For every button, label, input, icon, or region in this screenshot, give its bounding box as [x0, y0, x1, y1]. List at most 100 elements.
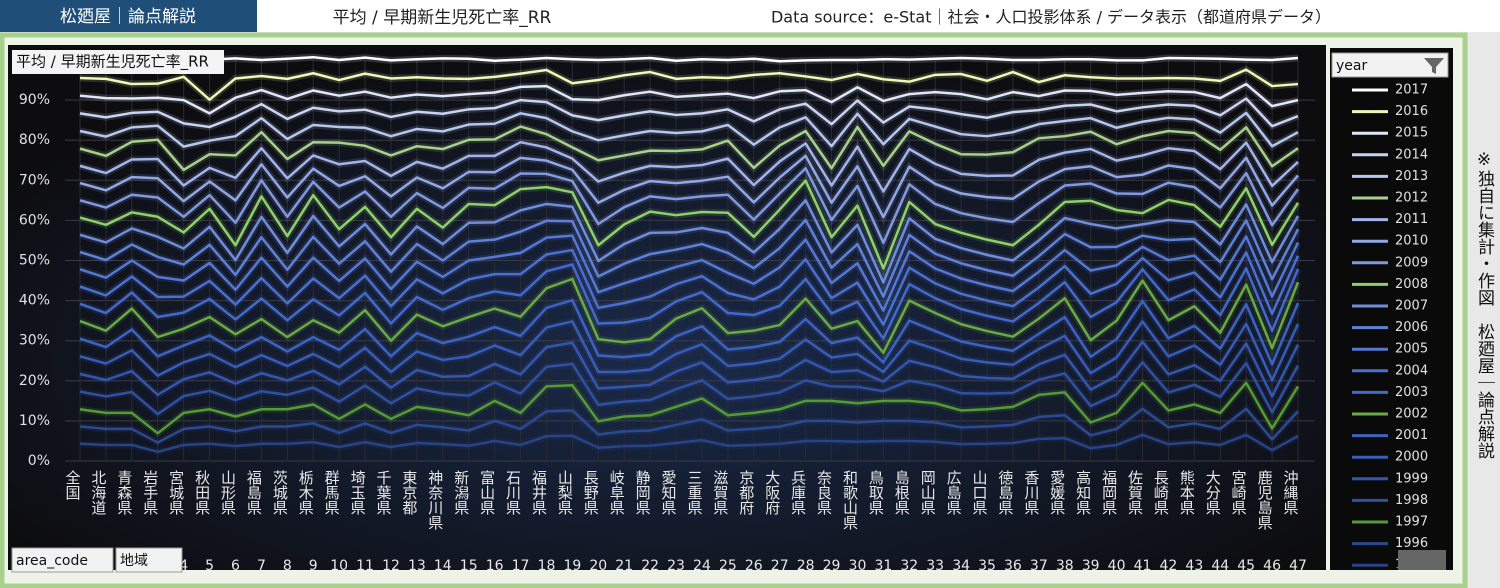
x-tick-label: 広島県 — [945, 470, 963, 515]
legend: 1995199619971998199920002001200220032004… — [1352, 83, 1428, 568]
x-code-label: 13 — [408, 558, 426, 574]
x-code-label: 40 — [1108, 558, 1126, 574]
legend-label: 2007 — [1395, 299, 1428, 314]
x-tick-label: 滋賀県 — [711, 470, 729, 515]
x-tick-label: 京都府 — [737, 470, 755, 516]
x-tick-label: 宮城県 — [167, 470, 185, 515]
brand: 松廼屋｜論点解説 — [60, 7, 196, 27]
legend-label: 1996 — [1395, 536, 1428, 551]
x-tick-label: 山梨県 — [556, 470, 574, 515]
x-tick-label: 高知県 — [1074, 470, 1092, 515]
x-tick-label: 兵庫県 — [789, 470, 807, 515]
legend-label: 2006 — [1395, 320, 1428, 335]
legend-label: 2000 — [1395, 450, 1428, 465]
series-line — [79, 218, 1300, 298]
series-line — [79, 277, 1300, 354]
y-tick-label: 80% — [19, 132, 50, 148]
x-tick-label: 埼玉県 — [349, 470, 367, 515]
x-code-label: 42 — [1160, 558, 1178, 574]
x-tick-label: 徳島県 — [996, 470, 1014, 515]
series-line — [79, 154, 1299, 219]
x-tick-label: 山形県 — [219, 470, 237, 515]
legend-label: 2015 — [1395, 126, 1428, 141]
y-tick-label: 20% — [19, 373, 50, 389]
source: Data source：e-Stat｜社会・人口投影体系 / データ表示（都道府… — [771, 8, 1331, 27]
x-code-label: 35 — [978, 558, 996, 574]
x-code-label: 44 — [1211, 558, 1229, 574]
x-code-label: 27 — [771, 558, 789, 574]
x-code-label: 26 — [745, 558, 763, 574]
x-code-label: 43 — [1185, 558, 1203, 574]
series-line — [79, 248, 1300, 326]
legend-label: 2008 — [1395, 277, 1428, 292]
x-tick-label: 三重県 — [685, 470, 703, 515]
x-code-label: 12 — [382, 558, 400, 574]
x-code-label: 45 — [1237, 558, 1255, 574]
x-code-label: 14 — [434, 558, 452, 574]
x-tick-label: 沖縄県 — [1282, 470, 1300, 515]
x-code-label: 28 — [797, 558, 815, 574]
x-tick-label: 栃木県 — [297, 470, 315, 515]
series-line — [79, 97, 1299, 129]
series-line — [79, 433, 1299, 454]
x-code-label: 6 — [231, 558, 240, 574]
legend-label: 2011 — [1395, 212, 1428, 227]
x-code-label: 47 — [1289, 558, 1307, 574]
x-code-label: 46 — [1263, 558, 1281, 574]
y-tick-label: 70% — [19, 172, 50, 188]
x-tick-label: 秋田県 — [193, 470, 211, 515]
filter-button[interactable] — [115, 547, 183, 573]
x-code-label: 20 — [589, 558, 607, 574]
x-tick-label: 茨城県 — [271, 470, 289, 515]
page-title: 平均 / 早期新生児死亡率_RR — [333, 8, 552, 28]
series-line — [79, 199, 1300, 284]
x-code-label: 33 — [926, 558, 944, 574]
x-tick-label: 愛知県 — [660, 470, 678, 515]
legend-label: 2017 — [1395, 83, 1428, 98]
legend-label: 2009 — [1395, 255, 1428, 270]
series-line — [79, 140, 1299, 193]
x-tick-label: 香川県 — [1022, 470, 1040, 515]
legend-label: 2012 — [1395, 191, 1428, 206]
x-tick-label: 神奈川県 — [426, 470, 444, 530]
x-code-label: 34 — [952, 558, 970, 574]
legend-label: 2003 — [1395, 385, 1428, 400]
filter-button[interactable] — [11, 547, 114, 573]
x-code-label: 17 — [512, 558, 530, 574]
legend-panel — [1330, 48, 1453, 570]
x-tick-label: 熊本県 — [1178, 470, 1196, 515]
chart-title-box — [12, 50, 224, 74]
series-line — [79, 179, 1300, 270]
x-code-label: 8 — [283, 558, 292, 574]
x-code-label: 19 — [563, 558, 581, 574]
side-note: ※独自に集計・作図 松廼屋｜論点解説 — [1474, 150, 1495, 459]
x-code-label: 24 — [693, 558, 711, 574]
series-line — [79, 381, 1300, 435]
x-tick-label: 青森県 — [115, 470, 133, 515]
series-line — [79, 111, 1299, 148]
x-tick-label: 大阪府 — [763, 470, 781, 516]
x-tick-label: 山口県 — [971, 470, 989, 515]
x-tick-label: 長野県 — [582, 470, 600, 515]
x-tick-label: 岐阜県 — [608, 470, 626, 515]
x-code-label: 41 — [1134, 558, 1152, 574]
x-tick-label: 鳥取県 — [867, 469, 885, 515]
x-code-label: 22 — [641, 558, 659, 574]
legend-label: 2005 — [1395, 342, 1428, 357]
x-tick-label: 宮崎県 — [1230, 470, 1248, 515]
brand-box — [0, 0, 257, 32]
x-tick-label: 石川県 — [504, 470, 522, 515]
y-tick-label: 10% — [19, 413, 50, 429]
x-code-label: 38 — [1056, 558, 1074, 574]
filter-label: area_code — [16, 553, 88, 569]
x-code-label: 39 — [1082, 558, 1100, 574]
x-tick-label: 大分県 — [1204, 470, 1222, 515]
legend-label: 2013 — [1395, 169, 1428, 184]
x-tick-label: 北海道 — [89, 470, 107, 515]
x-tick-label: 長崎県 — [1152, 470, 1170, 515]
x-code-label: 29 — [823, 558, 841, 574]
legend-field-button[interactable] — [1331, 52, 1449, 78]
zoom-buttons[interactable] — [1398, 550, 1446, 570]
legend-label: 1997 — [1395, 515, 1428, 530]
x-code-label: 23 — [667, 558, 685, 574]
